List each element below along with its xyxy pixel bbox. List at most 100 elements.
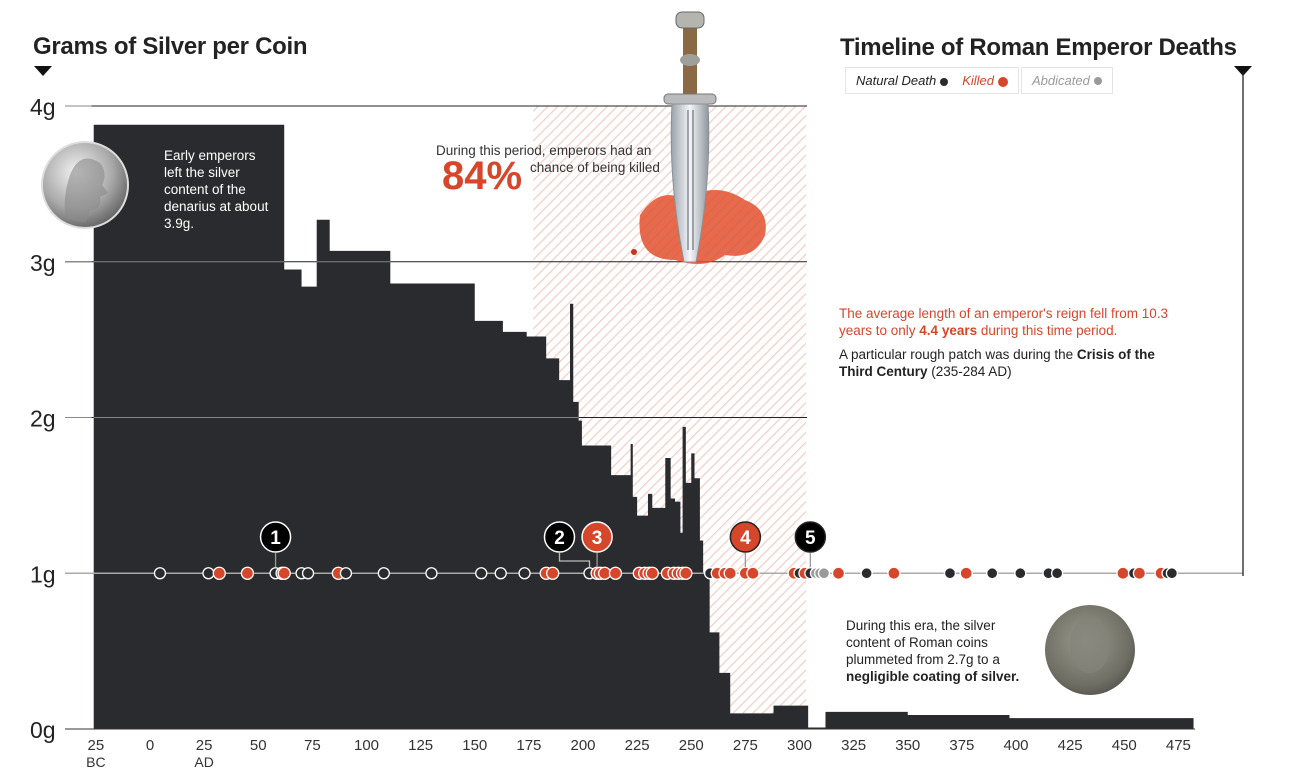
death-dot-killed bbox=[1132, 566, 1147, 580]
death-dot-killed bbox=[723, 566, 737, 580]
death-dot-natural bbox=[1050, 567, 1064, 580]
right-title-triangle-icon bbox=[1234, 66, 1252, 76]
killed-dot-icon bbox=[998, 76, 1009, 87]
callout-4: 4 bbox=[729, 521, 762, 568]
legend-group: Natural Death Killed bbox=[845, 67, 1020, 94]
death-timeline bbox=[65, 566, 1243, 580]
death-dot-natural bbox=[153, 567, 167, 580]
death-dot-killed bbox=[831, 566, 846, 580]
reign-note: The average length of an emperor's reign… bbox=[839, 305, 1179, 339]
x-tick-label: 75 bbox=[304, 737, 321, 754]
x-tick-label: 450 bbox=[1112, 737, 1137, 754]
callout-circle bbox=[259, 521, 292, 553]
late-coin-image bbox=[1045, 605, 1135, 695]
x-tick-sublabel: AD bbox=[194, 754, 213, 770]
crisis-note: A particular rough patch was during the … bbox=[839, 346, 1169, 380]
x-tick-label: 175 bbox=[516, 737, 541, 754]
y-tick-label: 3g bbox=[30, 250, 56, 276]
legend-abdicated-label: Abdicated bbox=[1032, 73, 1090, 88]
callout-label: 1 bbox=[270, 528, 281, 549]
death-dot-killed bbox=[959, 566, 973, 580]
y-tick-label: 2g bbox=[30, 406, 56, 432]
legend-killed-label: Killed bbox=[962, 73, 995, 88]
x-tick-label: 300 bbox=[787, 737, 812, 754]
x-tick-label: 100 bbox=[354, 737, 379, 754]
callout-label: 5 bbox=[805, 528, 816, 549]
death-dot-killed bbox=[887, 566, 901, 580]
callout-label: 2 bbox=[554, 528, 565, 549]
callout-1: 1 bbox=[259, 521, 292, 568]
death-dot-natural bbox=[518, 567, 531, 580]
y-axis: 0g 1g 2g 3g 4g bbox=[30, 94, 56, 743]
callout-circle bbox=[581, 521, 613, 553]
legend: Natural Death Killed Abdicated bbox=[845, 67, 1113, 94]
era-bold: negligible coating of silver. bbox=[846, 669, 1020, 684]
era-note: During this era, the silver content of R… bbox=[846, 617, 1031, 685]
death-dot-natural bbox=[494, 567, 507, 580]
callout-circle bbox=[543, 521, 576, 553]
x-tick-label: 50 bbox=[250, 737, 267, 754]
period-note-pre: During this period, emperors had an bbox=[436, 143, 652, 158]
death-dot-natural bbox=[202, 567, 215, 580]
death-dot-natural bbox=[425, 567, 438, 580]
numbered-callouts: 1 2 3 4 5 bbox=[259, 521, 827, 568]
x-tick-label: 400 bbox=[1003, 737, 1028, 754]
callout-label: 3 bbox=[592, 528, 603, 549]
death-dot-killed bbox=[679, 566, 693, 580]
callout-circle bbox=[729, 521, 762, 553]
x-tick-label: 200 bbox=[570, 737, 595, 754]
x-tick-label: 325 bbox=[841, 737, 866, 754]
x-tick-label: 475 bbox=[1166, 737, 1191, 754]
x-tick-label: 275 bbox=[733, 737, 758, 754]
left-title-triangle-icon bbox=[34, 66, 52, 76]
callout-label: 4 bbox=[740, 528, 751, 549]
death-dot-natural bbox=[377, 567, 390, 580]
crisis-dates: (235-284 AD) bbox=[927, 364, 1012, 379]
x-tick-label: 25 bbox=[88, 737, 105, 754]
x-tick-label: 375 bbox=[949, 737, 974, 754]
callout-connector bbox=[558, 553, 591, 568]
silver-area bbox=[93, 124, 1194, 729]
death-dot-killed bbox=[1116, 566, 1130, 580]
early-emperors-note: Early emperors left the silver content o… bbox=[164, 148, 269, 231]
x-tick-label: 125 bbox=[408, 737, 433, 754]
death-dot-killed bbox=[746, 566, 760, 580]
denarius-coin-image bbox=[41, 141, 129, 229]
era-text: During this era, the silver content of R… bbox=[846, 618, 1000, 667]
callout-2: 2 bbox=[543, 521, 591, 568]
x-tick-label: 225 bbox=[625, 737, 650, 754]
natural-dot-icon bbox=[940, 77, 949, 86]
reign-text-end: during this time period. bbox=[977, 323, 1118, 338]
legend-killed: Killed bbox=[962, 73, 1009, 88]
legend-natural-label: Natural Death bbox=[856, 73, 937, 88]
death-dot-natural bbox=[1014, 567, 1027, 580]
death-dot-killed bbox=[240, 566, 255, 580]
right-title: Timeline of Roman Emperor Deaths bbox=[840, 34, 1237, 61]
reign-bold: 4.4 years bbox=[919, 323, 978, 338]
sword-image bbox=[631, 11, 766, 264]
period-note-post: chance of being killed bbox=[530, 160, 660, 175]
death-dot-killed bbox=[212, 566, 226, 580]
x-tick-label: 250 bbox=[679, 737, 704, 754]
crisis-bold: Crisis of the Third Century bbox=[839, 347, 1155, 379]
callout-3: 3 bbox=[581, 521, 613, 568]
x-tick-label: 425 bbox=[1058, 737, 1083, 754]
death-dot-natural bbox=[986, 567, 999, 580]
callout-circle bbox=[794, 521, 827, 553]
death-dot-natural bbox=[860, 567, 873, 580]
abdicated-dot-icon bbox=[1093, 76, 1102, 85]
death-dot-killed bbox=[546, 566, 560, 580]
death-dot-natural bbox=[475, 567, 488, 580]
death-dot-abdicated bbox=[817, 567, 831, 580]
death-dot-natural bbox=[1165, 567, 1179, 580]
x-tick-sublabel: BC bbox=[86, 754, 105, 770]
death-dot-killed bbox=[645, 566, 659, 580]
killed-percentage: 84% bbox=[442, 154, 523, 198]
death-dot-killed bbox=[277, 566, 291, 580]
y-tick-label: 1g bbox=[30, 561, 56, 587]
death-dot-killed bbox=[608, 566, 623, 580]
x-tick-label: 0 bbox=[146, 737, 154, 754]
legend-natural: Natural Death bbox=[856, 73, 949, 88]
